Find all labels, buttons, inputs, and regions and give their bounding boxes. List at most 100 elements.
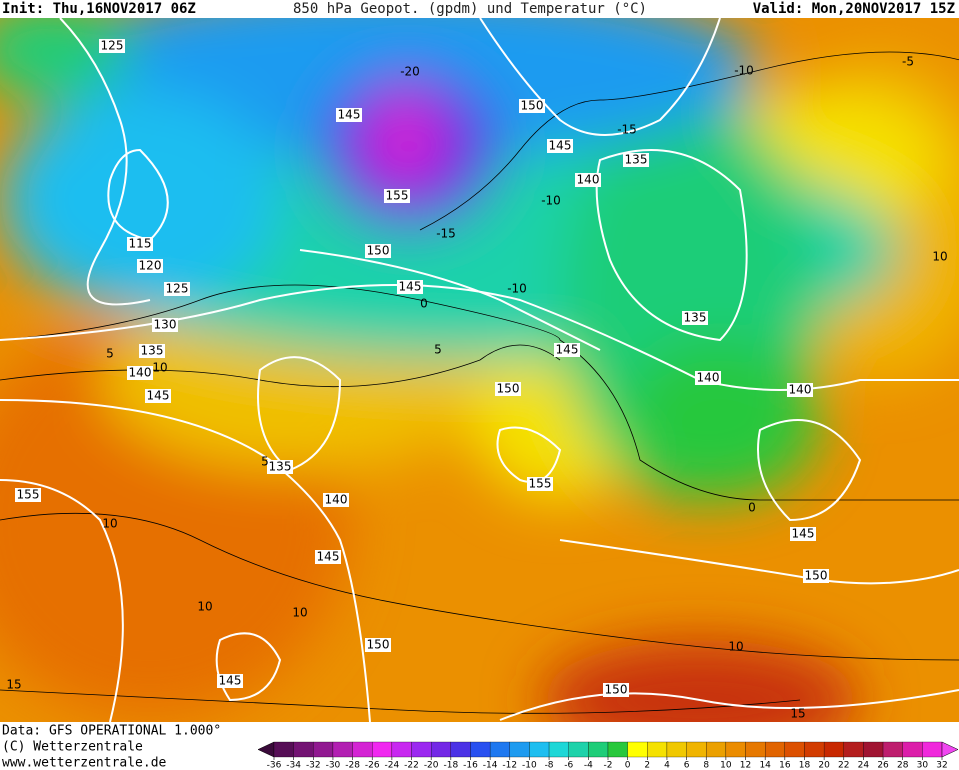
colorbar-tick-label: 18	[799, 761, 811, 770]
geopotential-label-box	[682, 311, 708, 325]
colorbar-segment	[784, 741, 805, 758]
temperature-label: 0	[748, 501, 756, 515]
colorbar-tick-label: -20	[424, 761, 439, 770]
colorbar-segment	[882, 741, 903, 758]
colorbar-tick-label: -30	[326, 761, 341, 770]
colorbar-segment	[686, 741, 707, 758]
geopotential-label: 140	[129, 366, 152, 380]
colorbar-tick-label: -10	[522, 761, 537, 770]
geopotential-label-box	[15, 488, 41, 502]
geopotential-label-box	[217, 674, 243, 688]
colorbar-arrow-high	[941, 741, 959, 758]
geopotential-label: 140	[789, 383, 812, 397]
geopotential-label-box	[384, 189, 410, 203]
geopotential-label: 145	[399, 280, 422, 294]
colorbar-tick-label: -36	[267, 761, 282, 770]
colorbar-tick-label: -18	[443, 761, 458, 770]
geopotential-label-box	[267, 460, 293, 474]
geopotential-label: 145	[219, 674, 242, 688]
geopotential-label: 145	[792, 527, 815, 541]
colorbar-tick-label: -22	[404, 761, 419, 770]
colorbar-segment	[529, 741, 550, 758]
colorbar-segment	[450, 741, 471, 758]
geopotential-label-box	[137, 259, 163, 273]
geopotential-label-box	[127, 366, 153, 380]
temperature-label: -10	[507, 282, 527, 296]
geopotential-label-box	[495, 382, 521, 396]
colorbar-tick-label: -12	[502, 761, 517, 770]
geopotential-label: 150	[497, 382, 520, 396]
geopotential-label-box	[315, 550, 341, 564]
colorbar-tick-label: 16	[779, 761, 791, 770]
colorbar-segment	[902, 741, 923, 758]
geopotential-label: 155	[529, 477, 552, 491]
colorbar-segment	[470, 741, 491, 758]
geopotential-label-box	[164, 282, 190, 296]
geopotential-label-box	[803, 569, 829, 583]
colorbar-tick-label: 32	[936, 761, 947, 770]
colorbar-tick-label: -4	[584, 761, 593, 770]
geopotential-label: 135	[684, 311, 707, 325]
geopotential-label: 115	[129, 237, 152, 251]
temperature-label: 5	[106, 347, 114, 361]
colorbar-tick-label: 4	[664, 761, 670, 770]
colorbar-tick-label: 22	[838, 761, 849, 770]
colorbar-tick-label: -16	[463, 761, 478, 770]
geopotential-label-box	[575, 173, 601, 187]
colorbar-tick-label: -8	[545, 761, 554, 770]
colorbar-tick-label: 6	[684, 761, 690, 770]
geopotential-label: 135	[625, 153, 648, 167]
temperature-label: -5	[902, 55, 914, 69]
map-title: 850 hPa Geopot. (gpdm) und Temperatur (°…	[293, 1, 647, 17]
colorbar-segment	[823, 741, 844, 758]
temperature-label: 10	[197, 600, 212, 614]
geopotential-label-box	[787, 383, 813, 397]
colorbar-tick-label: 24	[858, 761, 870, 770]
geopotential-label-box	[323, 493, 349, 507]
colorbar-tick-label: -6	[564, 761, 573, 770]
colorbar-tick-label: 10	[720, 761, 732, 770]
colorbar-segment	[332, 741, 353, 758]
colorbar-tick-label: -32	[306, 761, 321, 770]
geopotential-label-box	[554, 343, 580, 357]
temperature-label: -10	[734, 64, 754, 78]
geopotential-label: 140	[577, 173, 600, 187]
geopotential-label: 135	[269, 460, 292, 474]
colorbar-segment	[548, 741, 569, 758]
temperature-label: 15	[790, 707, 805, 721]
init-time: Init: Thu,16NOV2017 06Z	[2, 1, 196, 17]
colorbar-segment	[313, 741, 334, 758]
colorbar-tick-label: -34	[286, 761, 301, 770]
geopotential-label: 150	[805, 569, 828, 583]
colorbar-tick-label: 14	[759, 761, 771, 770]
geopotential-label: 145	[338, 108, 361, 122]
geopotential-label-box	[152, 318, 178, 332]
geopotential-label-box	[623, 153, 649, 167]
geopotential-label: 145	[549, 139, 572, 153]
colorbar-segment	[372, 741, 393, 758]
temperature-label: -20	[400, 65, 420, 79]
geopotential-label-box	[397, 280, 423, 294]
geopotential-label-box	[790, 527, 816, 541]
colorbar-segment	[391, 741, 412, 758]
temperature-label: 10	[102, 517, 117, 531]
geopotential-label: 145	[147, 389, 170, 403]
colorbar-segment	[647, 741, 668, 758]
temperature-label: -15	[436, 227, 456, 241]
geopotential-label: 125	[166, 282, 189, 296]
colorbar-tick-label: 2	[644, 761, 650, 770]
colorbar-tick-label: -28	[345, 761, 360, 770]
colorbar-tick-label: -24	[385, 761, 400, 770]
geopotential-label: 120	[139, 259, 162, 273]
colorbar-tick-label: 0	[625, 761, 631, 770]
colorbar-segment	[568, 741, 589, 758]
colorbar-tick-label: 8	[703, 761, 709, 770]
colorbar-tick-label: -26	[365, 761, 380, 770]
colorbar-segment	[411, 741, 432, 758]
geopotential-label: 140	[325, 493, 348, 507]
geopotential-label: 145	[556, 343, 579, 357]
geopotential-label-box	[365, 244, 391, 258]
colorbar-tick-label: -2	[604, 761, 613, 770]
geopotential-label-box	[519, 99, 545, 113]
